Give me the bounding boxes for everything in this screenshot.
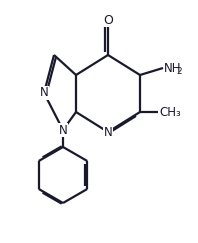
Text: N: N <box>104 125 112 139</box>
Text: N: N <box>40 87 48 99</box>
Text: 2: 2 <box>176 67 182 76</box>
Text: N: N <box>59 123 67 137</box>
Text: O: O <box>103 14 113 26</box>
Text: CH₃: CH₃ <box>159 105 181 119</box>
Text: NH: NH <box>164 61 182 75</box>
